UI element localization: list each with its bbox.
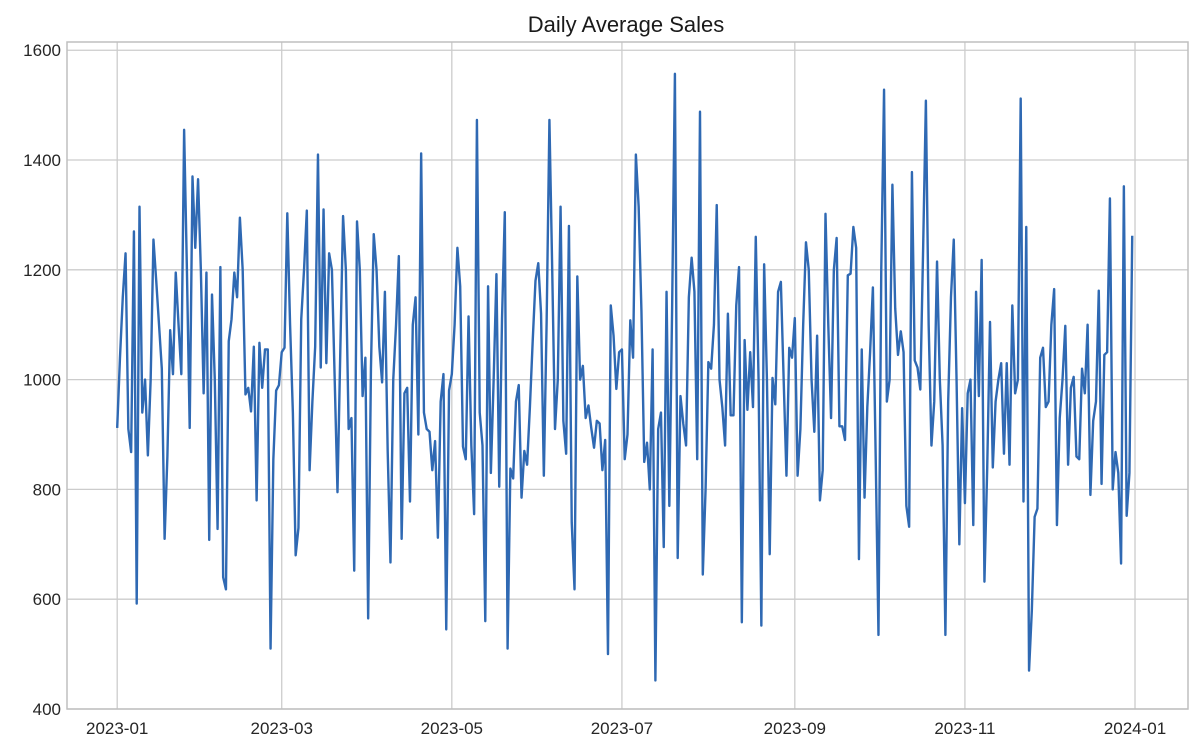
y-tick-label: 1000 [23, 371, 61, 390]
y-tick-label: 400 [33, 700, 61, 719]
y-axis-ticks: 400 600 800 1000 1200 1400 1600 [23, 41, 61, 719]
x-tick-label: 2023-05 [421, 719, 483, 738]
x-tick-label: 2023-11 [934, 719, 995, 738]
y-tick-label: 1400 [23, 151, 61, 170]
plot-frame [66, 41, 1189, 710]
x-tick-label: 2023-03 [251, 719, 313, 738]
y-tick-label: 1200 [23, 261, 61, 280]
x-tick-label: 2023-07 [591, 719, 653, 738]
chart-title: Daily Average Sales [528, 12, 725, 37]
y-tick-label: 800 [33, 480, 61, 499]
x-tick-label: 2023-01 [86, 719, 148, 738]
x-tick-label: 2023-09 [764, 719, 826, 738]
x-tick-label: 2024-01 [1104, 719, 1166, 738]
y-tick-label: 1600 [23, 41, 61, 60]
series-line [115, 72, 1134, 682]
y-tick-label: 600 [33, 590, 61, 609]
x-axis-ticks: 2023-01 2023-03 2023-05 2023-07 2023-09 2023-… [86, 719, 1166, 738]
